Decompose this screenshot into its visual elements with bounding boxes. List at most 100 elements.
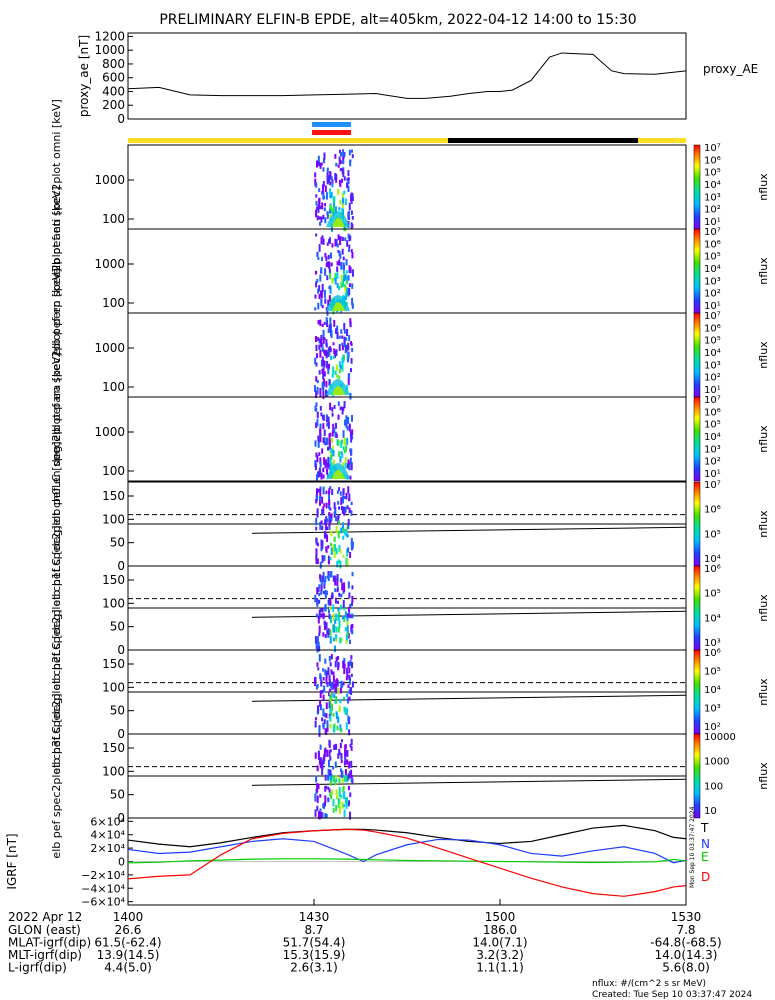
- spectrogram-pixel: [315, 344, 318, 352]
- spectrogram-pixel: [346, 270, 349, 274]
- panel-perp-cbar-tick: 10⁵: [704, 336, 721, 347]
- spectrogram-pixel: [336, 725, 339, 731]
- spectrogram-pixel: [339, 160, 342, 165]
- spectrogram-pixel: [329, 756, 332, 761]
- spectrogram-pixel: [333, 427, 336, 434]
- spectrogram-pixel: [323, 753, 326, 762]
- spectrogram-pixel: [316, 386, 319, 395]
- spectrogram-pixel: [332, 198, 335, 204]
- spectrogram-pixel: [318, 645, 321, 652]
- spectrogram-pixel: [337, 753, 340, 759]
- spectrogram-pixel: [320, 613, 323, 618]
- spectrogram-pixel: [326, 319, 329, 328]
- panel-omni-cbar-tick: 10⁴: [704, 180, 721, 191]
- created-footnote: Created: Tue Sep 10 03:37:47 2024: [592, 990, 752, 1000]
- spectrogram-pixel: [335, 162, 338, 167]
- ephemeris-value: 15.3(15.9): [283, 948, 346, 962]
- spectrogram-pixel: [315, 775, 318, 783]
- spectrogram-pixel: [329, 775, 332, 781]
- spectrogram-pixel: [323, 152, 326, 160]
- spectrogram-pixel: [351, 303, 354, 309]
- spectrogram-pixel: [320, 520, 323, 525]
- ephemeris-value: 51.7(54.4): [283, 936, 346, 950]
- spectrogram-pixel: [314, 793, 317, 802]
- spectrogram-pixel: [339, 768, 342, 773]
- spectrogram-pixel: [330, 176, 333, 181]
- panel-perp-cbar-tick: 10¹: [704, 385, 721, 396]
- spectrogram-pixel: [327, 574, 330, 581]
- panel-perp-cbar-tick: 10²: [704, 373, 721, 384]
- spectrogram-pixel: [317, 256, 320, 260]
- spectrogram-pixel: [315, 474, 318, 481]
- spectrogram-pixel: [325, 548, 328, 553]
- panel-ch0LC-tick-label: 100: [102, 512, 125, 526]
- spectrogram-pixel: [343, 663, 346, 669]
- spectrogram-pixel: [329, 694, 332, 701]
- spectrogram-pixel: [341, 335, 344, 339]
- spectrogram-pixel: [336, 678, 339, 686]
- spectrogram-pixel: [346, 352, 349, 359]
- spectrogram-pixel: [338, 487, 341, 491]
- spectrogram-pixel: [322, 803, 325, 808]
- spectrogram-pixel: [348, 497, 351, 501]
- panel-ch2LC-tick-label: 50: [110, 704, 125, 718]
- spectrogram-pixel: [347, 416, 350, 425]
- spectrogram-pixel: [342, 160, 345, 165]
- spectrogram-pixel: [349, 743, 352, 748]
- spectrogram-pixel: [323, 719, 326, 724]
- spectrogram-pixel: [339, 365, 342, 370]
- spectrogram-pixel: [315, 335, 318, 343]
- spectrogram-pixel: [347, 463, 350, 469]
- spectrogram-pixel: [325, 256, 328, 261]
- spectrogram-pixel: [335, 177, 338, 183]
- panel-perp-tick-label: 100: [102, 380, 125, 394]
- spectrogram-pixel: [351, 251, 354, 259]
- bottom-annotations: 2022 Apr 12 1400 1430 1500 1530 GLON (ea…: [8, 806, 752, 1000]
- spectrogram-pixel: [343, 809, 346, 818]
- spectrogram-pixel: [341, 342, 344, 346]
- spectrogram-pixel: [334, 432, 337, 438]
- spectrogram-pixel: [351, 196, 354, 202]
- spectrogram-pixel: [318, 244, 321, 252]
- spectrogram-pixel: [336, 560, 339, 568]
- spectrogram-pixel: [337, 608, 340, 612]
- spectrogram-pixel: [315, 641, 318, 650]
- spectrogram-pixel: [349, 367, 352, 373]
- xtick-1430: 1430: [299, 910, 330, 924]
- panel-anti-spectrogram: [314, 233, 354, 316]
- panel-ch0LC-cbar-tick: 10⁴: [704, 554, 721, 565]
- proxy-ae-tick-label: 600: [102, 71, 125, 85]
- spectrogram-pixel: [333, 645, 336, 652]
- spectrogram-pixel: [321, 575, 324, 582]
- spectrogram-pixel: [330, 355, 333, 360]
- xtick-1530: 1530: [671, 910, 702, 924]
- spectrogram-core-peak: [332, 218, 345, 227]
- spectrogram-pixel: [331, 488, 334, 496]
- spectrogram-pixel: [337, 688, 340, 695]
- spectrogram-pixel: [333, 277, 336, 281]
- spectrogram-pixel: [316, 454, 319, 463]
- spectrogram-pixel: [322, 437, 325, 444]
- spectrogram-pixel: [319, 794, 322, 798]
- spectrogram-pixel: [323, 289, 326, 298]
- spectrogram-pixel: [347, 613, 350, 618]
- spectrogram-pixel: [329, 769, 332, 776]
- panel-anti-cbar-tick: 10⁶: [704, 239, 721, 250]
- spectrogram-pixel: [337, 661, 340, 666]
- proxy-ae-tick-label: 200: [102, 98, 125, 112]
- proxy-ae-tick-label: 1200: [94, 29, 125, 43]
- panel-para-cbar-tick: 10⁶: [704, 407, 721, 418]
- spectrogram-pixel: [328, 678, 331, 687]
- spectrogram-pixel: [324, 603, 327, 612]
- spectrogram-pixel: [326, 446, 329, 451]
- spectrogram-pixel: [329, 715, 332, 720]
- spectrogram-pixel: [332, 544, 335, 553]
- spectrogram-pixel: [316, 160, 319, 168]
- spectrogram-pixel: [318, 452, 321, 456]
- spectrogram-pixel: [339, 236, 342, 240]
- spectrogram-pixel: [342, 489, 345, 496]
- spectrogram-pixel: [329, 629, 332, 636]
- spectrogram-pixel: [342, 156, 345, 164]
- spectrogram-pixel: [340, 505, 343, 511]
- ephemeris-value: 61.5(-62.4): [94, 936, 161, 950]
